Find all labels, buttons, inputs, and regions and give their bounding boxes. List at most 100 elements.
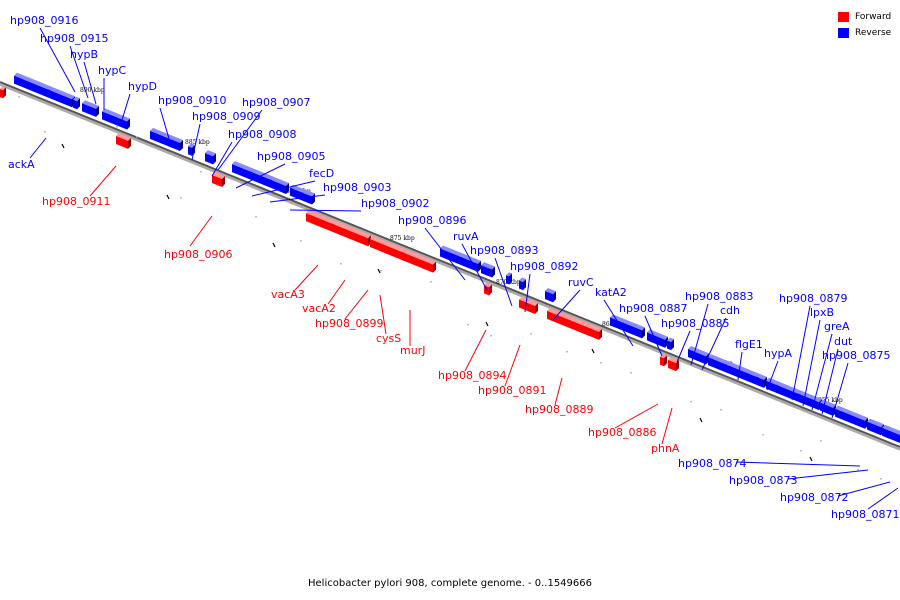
gene-block-top [810, 395, 822, 403]
marker-dot [180, 197, 182, 199]
gene-block-face [756, 376, 764, 388]
gene-label: hypB [70, 48, 98, 61]
gene-block-side [535, 302, 538, 314]
gene-label: hp908_0907 [242, 96, 310, 109]
gene-label: dut [834, 335, 853, 348]
gene-block-side [286, 182, 289, 194]
gene-label: hp908_0885 [661, 317, 729, 330]
gene-block-top [205, 150, 216, 157]
gene-label: hp908_0873 [729, 474, 797, 487]
reverse-gene-block [545, 288, 556, 303]
gene-block-face [660, 356, 664, 367]
marker-dot [857, 469, 859, 471]
gene-callout-line [29, 137, 47, 159]
legend-forward: Forward [838, 9, 891, 25]
marker-dot [136, 136, 138, 138]
marker-dot [690, 401, 692, 403]
gene-label: hp908_0875 [822, 349, 890, 362]
scale-tick-mark [61, 143, 65, 149]
gene-label: hp908_0874 [678, 457, 746, 470]
gene-callout-line [211, 141, 233, 177]
marker-dot [300, 240, 302, 242]
gene-callout-line [159, 107, 171, 143]
gene-label: hp908_0891 [478, 384, 546, 397]
gene-label: cysS [376, 332, 401, 345]
gene-block-face [212, 174, 222, 188]
gene-block-top [610, 314, 645, 331]
marker-dot [200, 171, 202, 173]
gene-callout-line [327, 279, 346, 305]
gene-label: ackA [8, 158, 35, 171]
gene-callout-line [524, 273, 531, 313]
gene-block-top [14, 72, 51, 90]
gene-callout-line [787, 469, 869, 480]
gene-block-top [48, 86, 75, 100]
gene-callout-line [269, 194, 326, 203]
gene-label: hypC [98, 64, 126, 77]
reverse-gene-block [519, 277, 526, 291]
marker-dot [430, 281, 432, 283]
gene-block-side [492, 266, 495, 278]
gene-block-face [506, 275, 509, 285]
gene-callout-line [69, 45, 89, 99]
gene-callout-line [811, 333, 833, 411]
marker-dot [800, 450, 802, 452]
gene-block-top [688, 346, 709, 357]
forward-gene-block [0, 86, 6, 99]
gene-block-face [440, 248, 478, 272]
gene-callout-line [121, 93, 131, 121]
gene-block-face [205, 153, 213, 165]
marker-dot [490, 335, 492, 337]
gene-block-side [509, 273, 512, 285]
gene-callout-line [289, 209, 362, 212]
gene-callout-line [39, 27, 76, 93]
gene-label: hp908_0894 [438, 369, 506, 382]
gene-block-top [73, 96, 80, 102]
gene-label: ruvA [453, 230, 479, 243]
gene-block-top [188, 143, 195, 148]
gene-label: hp908_0872 [780, 491, 848, 504]
gene-block-side [213, 153, 216, 165]
forward-gene-block [547, 307, 602, 340]
marker-dot [380, 270, 382, 272]
gene-block-side [489, 284, 492, 296]
marker-dot [720, 409, 722, 411]
gene-label: phnA [651, 442, 680, 455]
forward-gene-block [116, 133, 131, 149]
genome-backbone [0, 81, 900, 448]
gene-label: lpxB [810, 306, 834, 319]
gene-block-top [660, 353, 667, 359]
gene-callout-line [690, 303, 709, 366]
gene-block-top [401, 248, 436, 265]
gene-block-top [668, 356, 679, 364]
gene-block-face [150, 130, 180, 151]
gene-label: fecD [309, 167, 334, 180]
gene-block-face [14, 75, 48, 98]
gene-block-side [77, 98, 80, 110]
gene-callout-line [552, 289, 581, 321]
forward-gene-block [484, 282, 492, 296]
gene-callout-line [235, 163, 286, 189]
gene-callout-line [464, 329, 487, 372]
gene-callout-line [89, 165, 117, 197]
gene-label: hp908_0887 [619, 302, 687, 315]
gene-label: flgE1 [735, 338, 763, 351]
gene-callout-line [837, 481, 891, 497]
gene-block-top [547, 307, 602, 332]
gene-block-face [370, 239, 402, 261]
gene-block-side [599, 328, 602, 340]
forward-gene-block [519, 296, 538, 314]
gene-block-face [82, 103, 96, 117]
marker-dot [340, 263, 342, 265]
gene-block-face [668, 359, 676, 372]
forward-gene-block [668, 356, 679, 372]
gene-block-top [270, 176, 289, 186]
gene-block-top [370, 236, 405, 253]
gene-label: hp908_0902 [361, 197, 429, 210]
backbone-shadow [0, 83, 900, 451]
gene-block-top [667, 337, 674, 343]
gene-label: hp908_0910 [158, 94, 226, 107]
gene-block-top [481, 262, 495, 270]
scale-tick-mark [591, 348, 595, 354]
gene-block-top [820, 399, 836, 408]
